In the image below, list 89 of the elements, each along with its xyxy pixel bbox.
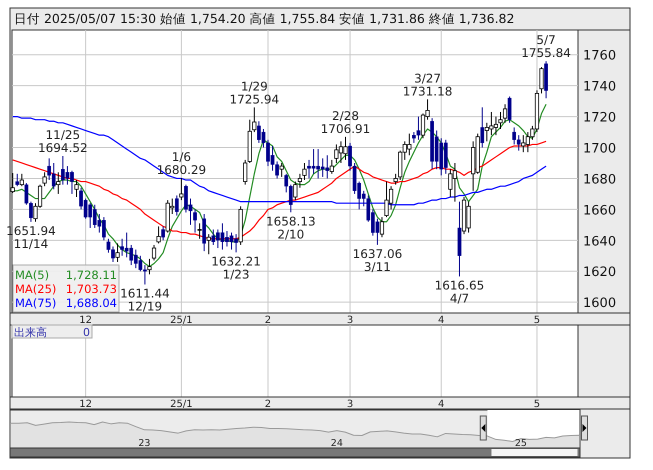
- candlestick: [380, 216, 384, 238]
- annotation: 1611.44: [120, 286, 170, 300]
- candlestick: [330, 159, 334, 174]
- candlestick: [152, 244, 156, 261]
- x-tick-label: 23: [138, 438, 150, 449]
- text: 出来高: [14, 326, 47, 339]
- candlestick: [480, 106, 484, 148]
- annotation: 1706.91: [320, 122, 370, 136]
- annotation: 11/14: [14, 236, 48, 251]
- candlestick: [42, 172, 47, 187]
- annotation: 1/23: [222, 267, 250, 282]
- candlestick: [156, 226, 161, 244]
- candlestick: [466, 201, 471, 234]
- annotation: 1,728.11: [66, 268, 117, 282]
- candlestick: [147, 258, 152, 275]
- y-tick-label: 1660: [583, 203, 616, 218]
- annotation: 1,688.04: [66, 296, 117, 310]
- candlestick: [179, 178, 184, 201]
- annotation: 1632.21: [211, 254, 261, 268]
- annotation: 3/11: [364, 260, 391, 274]
- category-label: 2: [264, 399, 272, 410]
- candlestick: [502, 104, 508, 124]
- x-tick-label: 3: [346, 315, 354, 326]
- text: MA(25): [15, 282, 56, 296]
- x-tick-label: 24: [330, 438, 343, 449]
- annotation: 1616.65: [434, 278, 484, 292]
- category-label: 4: [438, 399, 444, 410]
- y-tick-label: 1600: [583, 296, 616, 312]
- y-tick-label: 1700: [583, 142, 616, 157]
- x-tick-label: 5: [534, 315, 540, 326]
- annotation: 2/10: [277, 227, 304, 242]
- candlestick: [343, 136, 348, 160]
- candlestick: [298, 173, 302, 188]
- annotation: 1694.52: [38, 141, 88, 156]
- candlestick: [280, 162, 284, 178]
- y-tick-label: 1740: [583, 80, 616, 95]
- candlestick: [174, 194, 179, 216]
- candlestick: [452, 162, 458, 202]
- annotation: 1725.94: [230, 92, 280, 106]
- annotation: 1/29: [240, 79, 268, 94]
- candlestick: [302, 162, 307, 181]
- annotation: 3/27: [414, 71, 442, 86]
- candlestick: [384, 181, 389, 218]
- candlestick: [539, 66, 544, 94]
- y-tick-label: 1640: [583, 234, 616, 250]
- y-tick-label: 1720: [583, 110, 616, 126]
- category-label: 12: [79, 399, 92, 410]
- candlestick: [20, 173, 24, 187]
- annotation: 1,703.73: [66, 282, 117, 296]
- text: 0: [83, 326, 90, 339]
- candlestick: [198, 222, 202, 240]
- candlestick: [243, 159, 248, 186]
- annotation: 4/7: [450, 291, 470, 306]
- candlestick: [15, 173, 20, 187]
- category-label: 25/1: [170, 399, 193, 410]
- y-tick-label: 1760: [583, 48, 616, 64]
- annotation: 1755.84: [521, 46, 571, 60]
- x-tick-label: 25: [514, 438, 527, 449]
- category-label: 5: [534, 399, 540, 410]
- annotation: 1731.18: [402, 84, 452, 98]
- x-tick-label: 4: [438, 315, 444, 326]
- x-tick-label: 12: [79, 315, 92, 326]
- x-tick-label: 25/1: [170, 315, 193, 326]
- annotation: 1658.13: [266, 214, 316, 228]
- candlestick: [115, 242, 120, 262]
- candlestick: [161, 226, 165, 241]
- y-tick-label: 1620: [583, 265, 616, 280]
- candlestick: [394, 173, 398, 186]
- category-label: 3: [346, 399, 354, 410]
- candlestick: [508, 96, 512, 124]
- candlestick: [206, 234, 211, 255]
- annotation: 11/25: [46, 128, 80, 142]
- annotation: 2/28: [332, 108, 359, 123]
- candlestick: [56, 172, 60, 194]
- y-tick-label: 1680: [583, 172, 616, 188]
- annotation: 1/6: [172, 150, 192, 164]
- text: MA(5): [15, 268, 50, 282]
- candlestick: [494, 116, 498, 136]
- candlestick: [293, 181, 298, 201]
- text: MA(75): [15, 296, 56, 310]
- annotation: 5/7: [536, 33, 556, 48]
- annotation: 12/19: [128, 299, 162, 314]
- candlestick: [193, 208, 197, 234]
- x-tick-label: 2: [264, 315, 272, 326]
- candlestick: [420, 113, 426, 139]
- candlestick: [74, 180, 79, 198]
- candlestick: [338, 140, 344, 164]
- annotation: 1637.06: [352, 246, 402, 261]
- chart-title: 日付 2025/05/07 15:30 始値 1,754.20 高値 1,755.84 安値 1,731.86 終値 1,736.82: [14, 11, 514, 26]
